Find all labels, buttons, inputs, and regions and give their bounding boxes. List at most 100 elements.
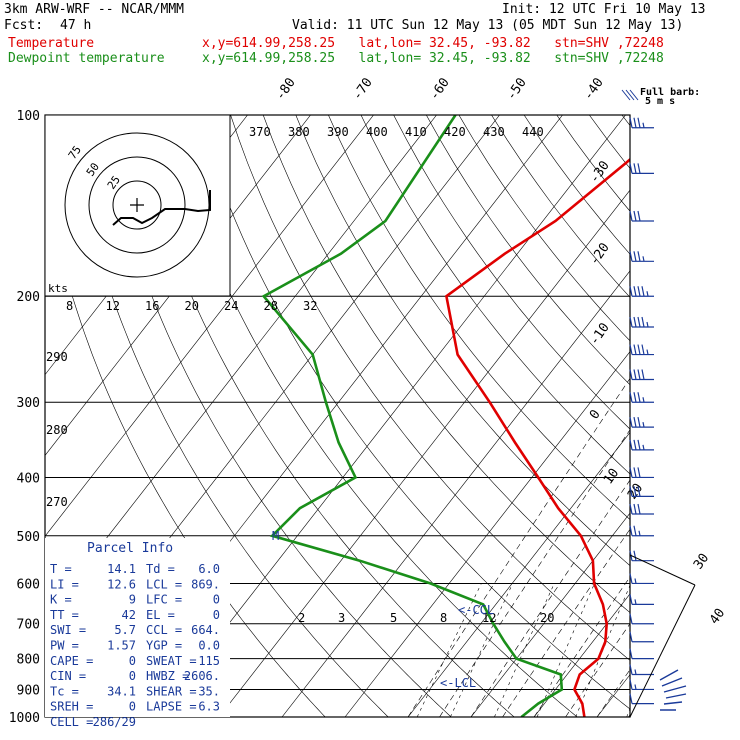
isotherm-label: -70 xyxy=(350,75,376,103)
parcel-key: LCL = xyxy=(146,577,182,591)
wind-barb-half xyxy=(634,669,637,675)
parcel-value: 286/29 xyxy=(93,715,136,729)
wind-barb xyxy=(629,594,654,605)
dry-adiabat xyxy=(230,115,630,661)
wind-barb xyxy=(629,210,654,222)
wind-barb xyxy=(629,631,654,643)
parcel-value: 0 xyxy=(129,700,136,714)
isotherm-line xyxy=(660,115,740,717)
wind-barb-flag xyxy=(633,369,637,380)
moist-adiabat xyxy=(596,669,630,717)
isotherm-line xyxy=(45,115,311,456)
parcel-value: 5.7 xyxy=(114,623,136,637)
boundary-line xyxy=(629,554,696,586)
wind-barb-flag xyxy=(637,163,641,174)
parcel-key: CIN = xyxy=(50,669,86,683)
wind-barb-half xyxy=(634,599,637,605)
wind-barb-flag xyxy=(629,467,633,478)
parcel-key: TT = xyxy=(50,608,79,622)
isotherm-label: 40 xyxy=(707,606,728,627)
wind-barb-flag xyxy=(629,286,633,297)
speed-tick-label: 28 xyxy=(264,299,278,313)
parcel-value: 0 xyxy=(129,654,136,668)
wind-barb-flag xyxy=(637,316,641,328)
wind-barb-flag xyxy=(629,316,633,328)
mixing-ratio-label: 12 xyxy=(482,611,496,625)
ccl-marker: <-CCL xyxy=(458,603,494,617)
parcel-value: 9 xyxy=(129,593,136,607)
moist-adiabat xyxy=(565,623,630,717)
parcel-value: 42 xyxy=(122,608,136,622)
wind-barb-flag xyxy=(641,316,645,328)
wind-barb-half xyxy=(646,349,649,355)
isotherm-label: -50 xyxy=(504,75,530,103)
wind-barb-flag xyxy=(629,631,633,642)
hodograph-ring-label: 75 xyxy=(66,143,84,161)
dry-adiabat xyxy=(99,115,452,717)
init-time: Init: 12 UTC Fri 10 May 13 xyxy=(502,2,706,17)
wind-barb xyxy=(629,286,654,297)
moist-adiabat xyxy=(533,576,630,717)
parcel-value: 664. xyxy=(191,623,220,637)
hodograph-trace xyxy=(112,190,211,226)
model-title: 3km ARW-WRF -- NCAR/MMM xyxy=(4,2,185,17)
mixing-ratio-line xyxy=(536,583,595,717)
speed-tick-label: 16 xyxy=(145,299,159,313)
parcel-key: K = xyxy=(50,593,72,607)
isotherm-line xyxy=(470,512,630,717)
parcel-key: YGP = xyxy=(146,639,182,653)
hodograph-ring xyxy=(88,156,186,254)
temperature-profile xyxy=(444,157,630,717)
parcel-key: LFC = xyxy=(146,593,182,607)
wind-barb-flag xyxy=(629,648,633,659)
wind-barb-flag xyxy=(629,664,633,675)
wind-barb-flag xyxy=(633,392,637,403)
wind-barb xyxy=(629,664,654,676)
wind-barb-flag xyxy=(629,117,633,128)
parcel-key: EL = xyxy=(146,608,175,622)
dry-adiabat xyxy=(328,115,630,520)
speed-tick-label: 8 xyxy=(66,299,73,313)
parcel-key: CCL = xyxy=(146,623,182,637)
temperature-legend: Temperature xyxy=(8,36,95,51)
parcel-key: SWI = xyxy=(50,623,86,637)
isotherm-label: 0 xyxy=(587,407,604,422)
dry-adiabat xyxy=(491,115,630,298)
isotherm-line xyxy=(218,189,630,717)
wind-barb-flag xyxy=(629,417,633,428)
wind-barb-flag xyxy=(637,439,641,451)
parcel-key: PW = xyxy=(50,639,79,653)
parcel-key: LAPSE = xyxy=(146,700,197,714)
hodograph-ring-label: 25 xyxy=(105,173,123,191)
wind-barb-flag xyxy=(629,594,633,605)
pressure-label: 900 xyxy=(17,683,40,698)
isotherm-line xyxy=(723,115,740,717)
parcel-key: CELL = xyxy=(50,715,93,729)
wind-barb-flag xyxy=(629,163,633,174)
isotherm-label: -60 xyxy=(427,75,453,103)
wind-barb-flag xyxy=(633,525,637,536)
wind-barb xyxy=(629,251,654,262)
theta-label: 370 xyxy=(249,125,271,139)
wind-barb-flag xyxy=(633,467,637,478)
pressure-label: 100 xyxy=(17,109,40,124)
wind-barb-half xyxy=(646,321,649,328)
mixing-ratio-label: 20 xyxy=(540,611,554,625)
barb-legend-units: 5 m s xyxy=(645,96,675,107)
theta-label: 380 xyxy=(288,125,310,139)
parcel-key: Td = xyxy=(146,562,175,576)
lcl-marker: <-LCL xyxy=(440,676,476,690)
pressure-label: 200 xyxy=(17,290,40,305)
mixing-ratio-line xyxy=(575,584,630,717)
theta-label: 440 xyxy=(522,125,544,139)
wind-barb-flag xyxy=(633,344,637,355)
m-marker: M xyxy=(272,529,279,543)
parcel-key: T = xyxy=(50,562,72,576)
wind-barb xyxy=(629,648,654,660)
dewpoint-profile xyxy=(261,115,564,717)
wind-barb xyxy=(629,417,654,428)
forecast-label: Fcst: xyxy=(4,18,44,33)
parcel-info-panel xyxy=(45,538,230,717)
parcel-info-bg xyxy=(45,538,230,717)
